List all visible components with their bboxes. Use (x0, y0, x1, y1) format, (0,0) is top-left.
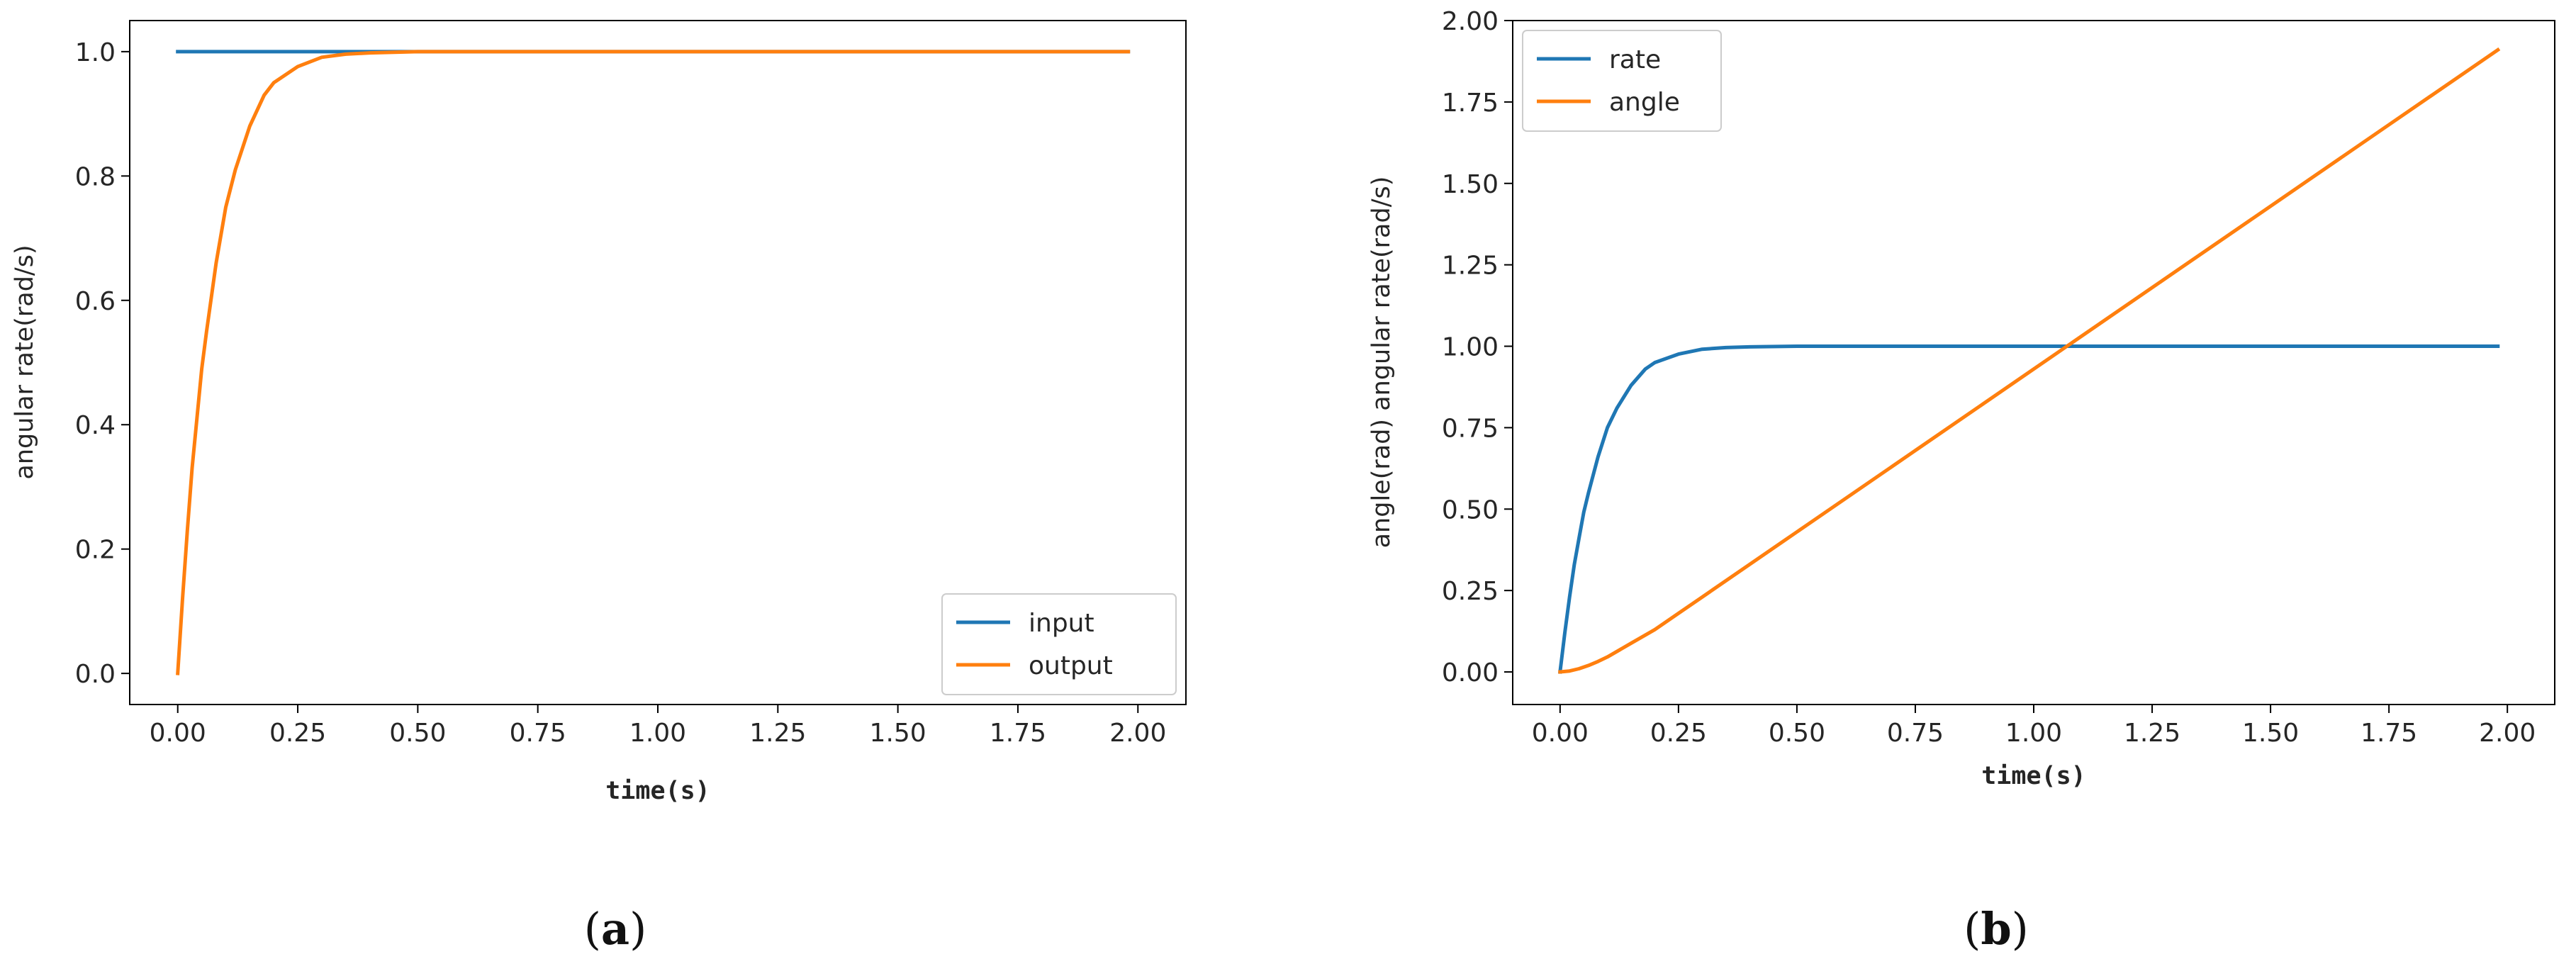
panel-a-y-tick-label: 0.6 (75, 287, 116, 316)
panel-a-y-tick-label: 0.4 (75, 411, 116, 440)
panel-b-x-tick-label: 0.25 (1650, 719, 1707, 748)
panel-a-x-tick-label: 0.25 (269, 719, 326, 748)
panel-b-y-tick-label: 0.25 (1442, 577, 1499, 606)
panel-a-x-tick-label: 0.00 (150, 719, 206, 748)
series-line-output (176, 50, 1131, 675)
panel-b-y-axis-label: angle(rad) angular rate(rad/s) (1367, 176, 1396, 549)
panel-b-x-tick-label: 2.00 (2479, 719, 2536, 748)
series-line-rate (1558, 344, 2500, 674)
panel-a-y-tick-label: 1.0 (75, 38, 116, 67)
panel-a-x-tick-label: 1.25 (749, 719, 806, 748)
panel-b-x-tick-label: 1.75 (2361, 719, 2417, 748)
panel-a-x-tick-label: 0.75 (510, 719, 566, 748)
legend-label-input: input (1029, 609, 1094, 638)
panel-a-chart: 0.00 0.25 0.50 0.75 1.00 1.25 1.50 1.75 2.00 0.0 0… (11, 20, 1187, 955)
panel-a-x-tick-label: 2.00 (1109, 719, 1166, 748)
panel-a-x-axis-label: time(s) (605, 777, 710, 805)
panel-b-y-tick-label: 0.00 (1442, 658, 1499, 687)
panel-a-x-tick-label: 1.50 (870, 719, 926, 748)
panel-a-x-tick-label: 0.50 (389, 719, 446, 748)
panel-b-chart: 0.00 0.25 0.50 0.75 1.00 1.25 1.50 1.75 2.00 0.00… (1367, 7, 2555, 955)
panel-a-y-tick-label: 0.0 (75, 660, 116, 689)
panel-b-y-tick-label: 0.75 (1442, 414, 1499, 443)
panel-a-y-tick-label: 0.2 (75, 536, 116, 565)
legend-label-angle: angle (1609, 88, 1680, 117)
panel-b-x-tick-label: 0.00 (1532, 719, 1589, 748)
panel-b-x-tick-label: 1.00 (2005, 719, 2062, 748)
series-line-angle (1558, 47, 2501, 674)
legend-label-rate: rate (1609, 45, 1661, 74)
panel-a-caption: (a) (584, 903, 647, 955)
legend-box (1522, 30, 1722, 132)
panel-b-x-axis-label: time(s) (1981, 762, 2086, 790)
panel-b-x-tick-label: 1.25 (2124, 719, 2180, 748)
panel-b-x-tick-label: 0.75 (1887, 719, 1944, 748)
panel-b-legend: rate angle (1522, 30, 1722, 132)
panel-b-y-tick-label: 1.75 (1442, 89, 1499, 118)
panel-b-y-tick-label: 1.50 (1442, 170, 1499, 199)
panel-a-y-tick-label: 0.8 (75, 162, 116, 191)
legend-label-output: output (1029, 651, 1113, 680)
panel-a-ticks: 0.00 0.25 0.50 0.75 1.00 1.25 1.50 1.75 2.00 0.0 0… (75, 38, 1167, 748)
panel-b-x-tick-label: 0.50 (1769, 719, 1825, 748)
panel-b-y-tick-label: 1.00 (1442, 333, 1499, 362)
panel-a-series-lines (176, 50, 1131, 675)
panel-a-x-tick-label: 1.00 (629, 719, 686, 748)
panel-b-y-tick-label: 2.00 (1442, 7, 1499, 36)
panel-a-y-axis-label: angular rate(rad/s) (11, 245, 39, 479)
legend-box (941, 593, 1177, 695)
panel-b-caption: (b) (1964, 903, 2029, 955)
panel-a-legend: input output (941, 593, 1177, 695)
panel-a-x-tick-label: 1.75 (990, 719, 1046, 748)
panel-b-series-lines (1558, 47, 2501, 674)
panel-b-ticks: 0.00 0.25 0.50 0.75 1.00 1.25 1.50 1.75 2.00 0.00… (1442, 7, 2536, 748)
panel-b-y-tick-label: 1.25 (1442, 252, 1499, 281)
panel-b-x-tick-label: 1.50 (2242, 719, 2299, 748)
panel-b-y-tick-label: 0.50 (1442, 495, 1499, 524)
